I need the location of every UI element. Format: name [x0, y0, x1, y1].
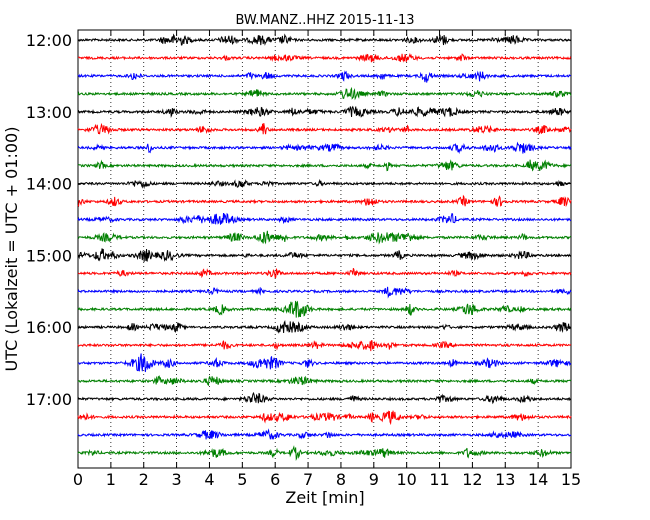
x-tick-label: 4	[204, 470, 214, 489]
x-tick-label: 13	[495, 470, 515, 489]
y-tick-label: 12:00	[26, 31, 72, 50]
y-axis-label: UTC (Lokalzeit = UTC + 01:00)	[2, 127, 21, 372]
trace-row	[77, 159, 572, 172]
x-tick-label: 6	[270, 470, 280, 489]
trace-row	[77, 33, 572, 46]
trace-row	[77, 300, 572, 318]
x-tick-label: 11	[429, 470, 449, 489]
trace-row	[77, 178, 572, 190]
trace-row	[77, 445, 572, 461]
x-tick-label: 0	[73, 470, 83, 489]
x-tick-label: 8	[336, 470, 346, 489]
x-axis-label: Zeit [min]	[285, 488, 364, 507]
x-tick-label: 12	[462, 470, 482, 489]
traces-group	[77, 33, 572, 461]
x-tick-label: 15	[561, 470, 581, 489]
x-tick-label: 3	[172, 470, 182, 489]
trace-row	[77, 194, 572, 208]
x-tick-label: 1	[106, 470, 116, 489]
y-tick-label: 15:00	[26, 246, 72, 265]
trace-row	[77, 70, 572, 83]
x-axis: 0 1 2 3 4 5 6 7 8 9 10 11 12 13 14 15	[73, 30, 581, 489]
chart-title: BW.MANZ..HHZ 2015-11-13	[235, 13, 414, 28]
y-tick-label: 13:00	[26, 103, 72, 122]
x-tick-label: 2	[139, 470, 149, 489]
x-tick-label: 7	[303, 470, 313, 489]
trace-row	[77, 319, 572, 334]
trace-row	[77, 428, 572, 441]
y-axis: 12:00 13:00 14:00 15:00 16:00 17:00	[26, 31, 571, 409]
trace-row	[77, 340, 572, 352]
trace-row	[77, 391, 572, 405]
x-tick-label: 9	[369, 470, 379, 489]
trace-row	[77, 375, 572, 387]
y-tick-label: 16:00	[26, 318, 72, 337]
trace-row	[78, 52, 572, 63]
plot-frame	[77, 29, 572, 469]
trace-row	[77, 353, 572, 373]
trace-row	[77, 268, 572, 279]
trace-row	[77, 141, 572, 155]
x-tick-label: 10	[396, 470, 416, 489]
trace-row	[77, 248, 572, 262]
trace-row	[77, 286, 572, 299]
trace-row	[77, 86, 572, 101]
trace-row	[77, 122, 572, 135]
y-tick-label: 17:00	[26, 390, 72, 409]
x-tick-label: 5	[237, 470, 247, 489]
trace-row	[77, 105, 572, 118]
y-tick-label: 14:00	[26, 175, 72, 194]
x-tick-label: 14	[528, 470, 548, 489]
trace-row	[77, 230, 572, 245]
trace-row	[77, 212, 572, 225]
trace-row	[77, 410, 572, 426]
